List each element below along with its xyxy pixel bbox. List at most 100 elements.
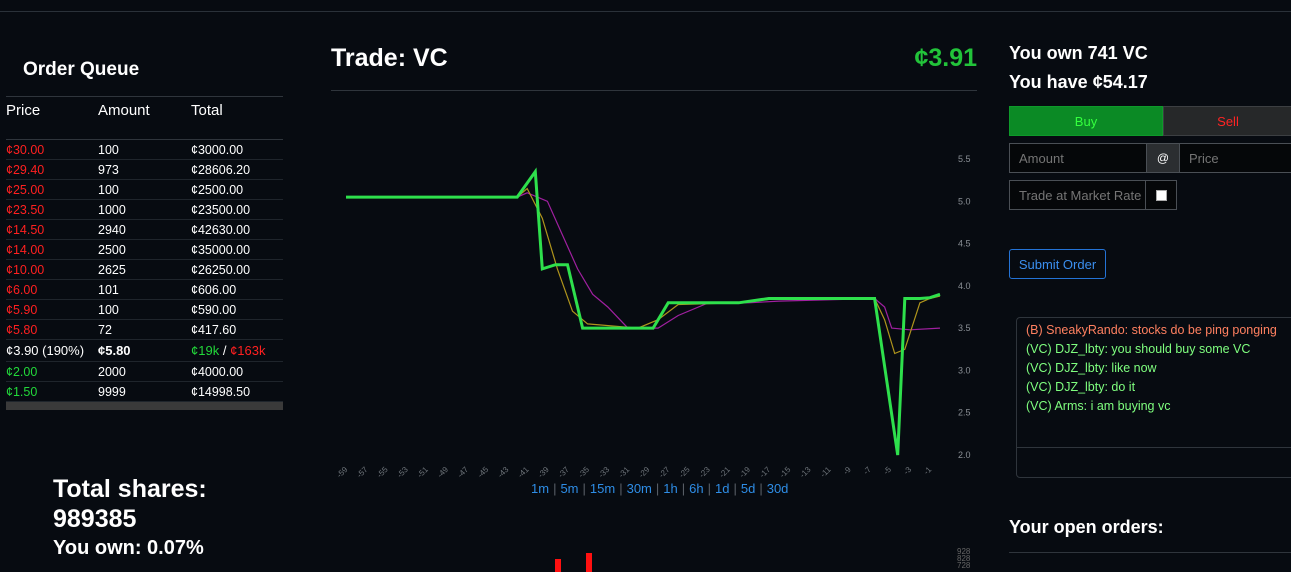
order-row[interactable]: ¢25.00 100 ¢2500.00 bbox=[6, 180, 283, 200]
trade-title: Trade: VC bbox=[331, 44, 448, 72]
order-price: ¢23.50 bbox=[6, 203, 45, 217]
timeframe-separator: | bbox=[553, 481, 557, 496]
chat-message: (VC) DJZ_lbty: like now bbox=[1026, 361, 1157, 375]
total-shares-value: 989385 bbox=[53, 505, 137, 533]
x-tick-label: -11 bbox=[819, 465, 834, 480]
timeframe-30m[interactable]: 30m bbox=[626, 481, 652, 496]
order-row[interactable]: ¢14.00 2500 ¢35000.00 bbox=[6, 240, 283, 260]
order-row[interactable]: ¢30.00 100 ¢3000.00 bbox=[6, 140, 283, 160]
y-tick-label: 5.5 bbox=[958, 154, 971, 164]
order-total: ¢28606.20 bbox=[191, 163, 251, 177]
market-rate-field[interactable] bbox=[1009, 180, 1146, 210]
x-tick-label: -13 bbox=[798, 465, 813, 480]
x-tick-label: -35 bbox=[577, 465, 592, 480]
order-total: ¢606.00 bbox=[191, 283, 237, 297]
x-tick-label: -23 bbox=[697, 465, 712, 480]
sell-orders: ¢30.00 100 ¢3000.00 ¢29.40 973 ¢28606.20 ¢25.0… bbox=[6, 140, 283, 340]
order-amount: 2500 bbox=[98, 243, 126, 257]
order-row[interactable]: ¢2.00 2000 ¢4000.00 bbox=[6, 362, 283, 382]
order-total: ¢3000.00 bbox=[191, 143, 244, 157]
order-amount: 9999 bbox=[98, 385, 126, 399]
x-tick-label: -25 bbox=[677, 465, 692, 480]
submit-order-button[interactable]: Submit Order bbox=[1009, 249, 1106, 279]
chat-message: (VC) Arms: i am buying vc bbox=[1026, 399, 1171, 413]
series-line bbox=[346, 167, 941, 456]
x-tick-label: -59 bbox=[335, 465, 350, 480]
y-tick-label: 4.0 bbox=[958, 281, 971, 291]
order-price: ¢2.00 bbox=[6, 365, 38, 379]
timeframe-30d[interactable]: 30d bbox=[766, 481, 789, 496]
timeframe-separator: | bbox=[582, 481, 586, 496]
chat-messages: (B) SneakyRando: stocks do be ping pongi… bbox=[1026, 321, 1277, 416]
x-tick-label: -19 bbox=[738, 465, 753, 480]
x-tick-label: -57 bbox=[355, 465, 370, 480]
timeframe-separator: | bbox=[619, 481, 623, 496]
spread-totals: ¢19k / ¢163k bbox=[191, 343, 266, 358]
x-tick-label: -51 bbox=[415, 465, 430, 480]
market-rate-checkbox-wrap bbox=[1145, 180, 1177, 210]
amount-input[interactable] bbox=[1009, 143, 1147, 173]
timeframe-5d[interactable]: 5d bbox=[740, 481, 756, 496]
x-tick-label: -53 bbox=[395, 465, 410, 480]
order-total: ¢4000.00 bbox=[191, 365, 244, 379]
x-tick-label: -31 bbox=[617, 465, 632, 480]
order-price: ¢25.00 bbox=[6, 183, 45, 197]
timeframe-5m[interactable]: 5m bbox=[560, 481, 579, 496]
open-orders-title: Your open orders: bbox=[1009, 517, 1164, 537]
timeframe-separator: | bbox=[655, 481, 660, 496]
sell-total: ¢163k bbox=[230, 343, 266, 358]
order-price: ¢10.00 bbox=[6, 263, 45, 277]
shares-owned: You own 741 VC bbox=[1009, 43, 1148, 63]
x-tick-label: -15 bbox=[778, 465, 793, 480]
order-total: ¢14998.50 bbox=[191, 385, 251, 399]
buy-tab-button[interactable]: Buy bbox=[1009, 106, 1163, 136]
order-queue-scrollbar[interactable] bbox=[6, 402, 283, 410]
order-row[interactable]: ¢5.80 72 ¢417.60 bbox=[6, 320, 283, 340]
price-input[interactable] bbox=[1179, 143, 1291, 173]
order-row[interactable]: ¢1.50 9999 ¢14998.50 bbox=[6, 382, 283, 402]
y-tick-label: 2.0 bbox=[958, 450, 971, 460]
order-row[interactable]: ¢29.40 973 ¢28606.20 bbox=[6, 160, 283, 180]
order-amount: 100 bbox=[98, 183, 119, 197]
series-line bbox=[346, 187, 941, 355]
order-row[interactable]: ¢6.00 101 ¢606.00 bbox=[6, 280, 283, 300]
y-tick-label: 4.5 bbox=[958, 239, 971, 249]
timeframe-selector: 1m | 5m | 15m | 30m | 1h | 6h | 1d | 5d | 30d bbox=[531, 481, 788, 496]
order-amount: 2625 bbox=[98, 263, 126, 277]
x-tick-label: -29 bbox=[637, 465, 652, 480]
timeframe-15m[interactable]: 15m bbox=[589, 481, 616, 496]
order-price: ¢1.50 bbox=[6, 385, 38, 399]
x-tick-label: -9 bbox=[841, 465, 853, 477]
order-total: ¢35000.00 bbox=[191, 243, 251, 257]
order-row[interactable]: ¢5.90 100 ¢590.00 bbox=[6, 300, 283, 320]
volume-label: 828 bbox=[957, 554, 971, 563]
timeframe-1d[interactable]: 1d bbox=[715, 481, 730, 496]
x-tick-label: -5 bbox=[882, 465, 894, 477]
order-row[interactable]: ¢23.50 1000 ¢23500.00 bbox=[6, 200, 283, 220]
order-queue-table: Price Amount Total ¢30.00 100 ¢3000.00 ¢29.… bbox=[6, 96, 283, 410]
chat-message: (VC) DJZ_lbty: you should buy some VC bbox=[1026, 342, 1251, 356]
timeframe-1h[interactable]: 1h bbox=[663, 481, 678, 496]
timeframe-1m[interactable]: 1m bbox=[531, 481, 550, 496]
order-amount: 72 bbox=[98, 323, 112, 337]
ownership-percent: You own: 0.07% bbox=[53, 537, 204, 559]
market-rate-checkbox[interactable] bbox=[1155, 189, 1167, 201]
order-price: ¢5.80 bbox=[6, 323, 38, 337]
x-tick-label: -3 bbox=[902, 465, 914, 477]
order-row[interactable]: ¢14.50 2940 ¢42630.00 bbox=[6, 220, 283, 240]
spread-row: ¢3.90 (190%) ¢5.80 ¢19k / ¢163k bbox=[6, 340, 283, 362]
x-tick-label: -17 bbox=[758, 465, 773, 480]
x-tick-label: -39 bbox=[536, 465, 551, 480]
timeframe-6h[interactable]: 6h bbox=[689, 481, 704, 496]
buy-total: ¢19k bbox=[191, 343, 220, 358]
x-tick-label: -33 bbox=[597, 465, 612, 480]
series-line bbox=[346, 192, 941, 331]
chat-box: (B) SneakyRando: stocks do be ping pongi… bbox=[1016, 317, 1291, 478]
sell-tab-button[interactable]: Sell bbox=[1163, 106, 1291, 136]
order-row[interactable]: ¢10.00 2625 ¢26250.00 bbox=[6, 260, 283, 280]
current-price: ¢3.91 bbox=[914, 44, 977, 72]
order-total: ¢2500.00 bbox=[191, 183, 244, 197]
order-amount: 1000 bbox=[98, 203, 126, 217]
spread-price: ¢3.90 (190%) bbox=[6, 343, 85, 358]
x-tick-label: -1 bbox=[922, 465, 934, 477]
